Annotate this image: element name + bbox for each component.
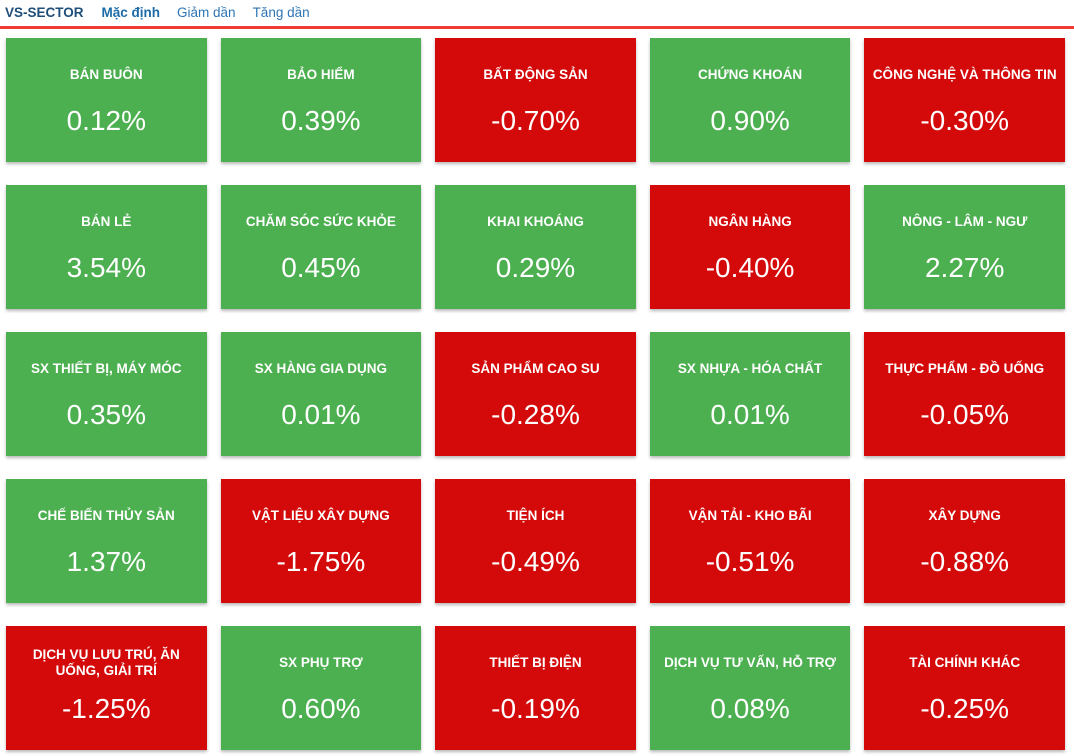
sort-tab-descending[interactable]: Giảm dần — [177, 5, 236, 20]
sector-tile[interactable]: CÔNG NGHỆ VÀ THÔNG TIN -0.30% — [864, 38, 1065, 162]
sector-change-value: -0.28% — [491, 399, 580, 430]
sector-tile[interactable]: SX NHỰA - HÓA CHẤT 0.01% — [649, 332, 851, 456]
sector-name: BẤT ĐỘNG SẢN — [483, 67, 588, 83]
sector-change-value: 0.90% — [710, 105, 790, 136]
sector-change-value: -0.70% — [491, 105, 580, 136]
sort-tab-default[interactable]: Mặc định — [101, 5, 161, 20]
sector-tile[interactable]: BẢO HIỂM 0.39% — [220, 38, 422, 162]
sector-grid: BÁN BUÔN 0.12% BẢO HIỂM 0.39% BẤT ĐỘNG SẢN -0… — [6, 38, 1065, 750]
sector-change-value: -1.25% — [61, 693, 151, 724]
sector-name: BÁN BUÔN — [69, 67, 143, 83]
sector-name: SẢN PHẨM CAO SU — [471, 361, 600, 377]
sector-change-value: 0.29% — [495, 252, 576, 283]
sector-name: SX PHỤ TRỢ — [279, 655, 363, 671]
sector-change-value: 2.27% — [924, 252, 1005, 283]
sector-change-value: 0.35% — [66, 399, 146, 430]
sector-tile[interactable]: SẢN PHẨM CAO SU -0.28% — [435, 332, 636, 456]
sector-change-value: 3.54% — [66, 252, 146, 283]
sector-change-value: -0.49% — [491, 546, 580, 577]
sector-tile[interactable]: THIẾT BỊ ĐIỆN -0.19% — [435, 626, 636, 750]
sector-change-value: -1.75% — [276, 546, 366, 577]
sector-tile[interactable]: THỰC PHẨM - ĐỒ UỐNG -0.05% — [864, 332, 1065, 456]
sector-change-value: -0.25% — [920, 693, 1010, 724]
sector-tile[interactable]: SX THIẾT BỊ, MÁY MÓC 0.35% — [6, 332, 207, 456]
sector-name: CHĂM SÓC SỨC KHỎE — [245, 214, 396, 230]
sector-name: DỊCH VỤ TƯ VẤN, HỖ TRỢ — [664, 655, 837, 671]
sector-tile[interactable]: BẤT ĐỘNG SẢN -0.70% — [435, 38, 636, 162]
sector-tile[interactable]: CHỨNG KHOÁN 0.90% — [649, 38, 851, 162]
sector-change-value: 0.12% — [66, 105, 146, 136]
sector-tile[interactable]: SX PHỤ TRỢ 0.60% — [220, 626, 422, 750]
sector-name: SX NHỰA - HÓA CHẤT — [677, 361, 823, 377]
sector-name: CHỨNG KHOÁN — [697, 67, 803, 83]
sector-change-value: 0.01% — [281, 399, 361, 430]
sector-name: BÁN LẺ — [81, 214, 132, 230]
sector-change-value: 0.08% — [710, 693, 790, 724]
sector-name: NGÂN HÀNG — [708, 214, 792, 230]
sector-tile[interactable]: SX HÀNG GIA DỤNG 0.01% — [220, 332, 422, 456]
header-underline — [0, 26, 1074, 29]
sector-name: TIỆN ÍCH — [506, 508, 565, 524]
sector-change-value: 0.01% — [710, 399, 790, 430]
sector-name: CHẾ BIẾN THỦY SẢN — [37, 508, 175, 524]
sector-tile[interactable]: TÀI CHÍNH KHÁC -0.25% — [864, 626, 1065, 750]
sector-name: TÀI CHÍNH KHÁC — [909, 655, 1021, 671]
sector-tile[interactable]: NÔNG - LÂM - NGƯ 2.27% — [864, 185, 1065, 309]
sector-change-value: -0.05% — [920, 399, 1010, 430]
sector-header: VS-SECTOR Mặc định Giảm dần Tăng dần — [0, 0, 1074, 26]
sector-change-value: -0.51% — [705, 546, 795, 577]
sector-name: THIẾT BỊ ĐIỆN — [489, 655, 582, 671]
sector-name: SX HÀNG GIA DỤNG — [254, 361, 388, 377]
sector-change-value: -0.88% — [920, 546, 1010, 577]
sector-change-value: -0.30% — [920, 105, 1010, 136]
sector-tile[interactable]: DỊCH VỤ TƯ VẤN, HỖ TRỢ 0.08% — [649, 626, 851, 750]
sector-tile[interactable]: NGÂN HÀNG -0.40% — [649, 185, 851, 309]
sector-tile[interactable]: XÂY DỰNG -0.88% — [864, 479, 1065, 603]
sector-change-value: -0.19% — [491, 693, 580, 724]
sector-tile[interactable]: BÁN BUÔN 0.12% — [6, 38, 207, 162]
sector-change-value: 1.37% — [66, 546, 146, 577]
sector-name: CÔNG NGHỆ VÀ THÔNG TIN — [872, 67, 1057, 83]
sector-change-value: 0.39% — [281, 105, 361, 136]
sector-tile[interactable]: KHAI KHOÁNG 0.29% — [435, 185, 636, 309]
widget-title: VS-SECTOR — [5, 5, 84, 20]
sector-tile[interactable]: BÁN LẺ 3.54% — [6, 185, 207, 309]
sector-tile[interactable]: VẬN TẢI - KHO BÃI -0.51% — [649, 479, 851, 603]
sector-tile[interactable]: DỊCH VỤ LƯU TRÚ, ĂN UỐNG, GIẢI TRÍ -1.25% — [6, 626, 207, 750]
sector-name: BẢO HIỂM — [287, 67, 355, 83]
sector-tile[interactable]: TIỆN ÍCH -0.49% — [435, 479, 636, 603]
sector-name: VẬN TẢI - KHO BÃI — [688, 508, 812, 524]
sector-name: SX THIẾT BỊ, MÁY MÓC — [31, 361, 182, 377]
sector-name: XÂY DỰNG — [928, 508, 1001, 524]
sector-name: KHAI KHOÁNG — [487, 214, 584, 230]
sector-name: VẬT LIỆU XÂY DỰNG — [252, 508, 390, 524]
sector-tile[interactable]: CHĂM SÓC SỨC KHỎE 0.45% — [220, 185, 422, 309]
sector-tile[interactable]: VẬT LIỆU XÂY DỰNG -1.75% — [220, 479, 422, 603]
sector-change-value: -0.40% — [705, 252, 795, 283]
sector-name: DỊCH VỤ LƯU TRÚ, ĂN UỐNG, GIẢI TRÍ — [32, 647, 180, 678]
sector-tile[interactable]: CHẾ BIẾN THỦY SẢN 1.37% — [6, 479, 207, 603]
sort-tab-ascending[interactable]: Tăng dần — [252, 5, 310, 20]
sector-change-value: 0.60% — [281, 693, 361, 724]
sector-change-value: 0.45% — [281, 252, 361, 283]
sector-name: NÔNG - LÂM - NGƯ — [902, 214, 1028, 230]
sector-name: THỰC PHẨM - ĐỒ UỐNG — [885, 361, 1045, 377]
